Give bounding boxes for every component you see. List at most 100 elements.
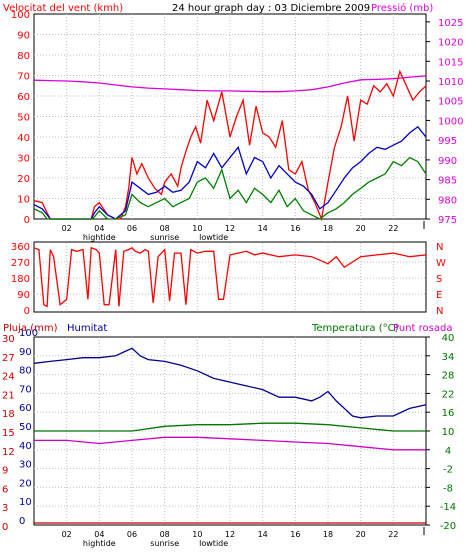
- compass-label: E: [436, 290, 442, 301]
- temperature-axis-right: -20 -14 -8 -2 4 10 16 22 28 34 40: [426, 333, 456, 532]
- time-tick-label: 08: [160, 530, 170, 539]
- pressure-tick-label: 980: [438, 195, 457, 206]
- pressure-line: [33, 75, 427, 93]
- compass-label: S: [436, 274, 442, 285]
- dew-point-label: Punt rosada: [393, 323, 452, 334]
- temperature-tick-label: -14: [440, 502, 456, 513]
- temperature-tick-label: 28: [442, 371, 455, 382]
- temperature-tick-label: 22: [442, 389, 455, 400]
- humidity-tick-label: 60: [19, 403, 32, 414]
- wind-tick-label: 10: [17, 195, 30, 206]
- humidity-tick-label: 80: [19, 366, 32, 377]
- direction-axis-left: 0 90 180 270 360: [11, 242, 30, 317]
- time-tick-label: 02: [62, 224, 72, 233]
- humidity-line: [33, 347, 427, 419]
- humidity-label: Humitat: [67, 323, 107, 334]
- time-tick-label: 06: [127, 224, 137, 233]
- time-axis-bottom: 02 04 06 08 10 12 14 16 18 20 22 hightide sunrise low…: [62, 527, 425, 548]
- wind-speed-label: Velocitat del vent (kmh): [3, 3, 123, 14]
- time-tick-label: 08: [160, 224, 170, 233]
- humidity-tick-label: 90: [19, 347, 32, 358]
- pressure-tick-label: 1000: [438, 116, 463, 127]
- temperature-line: [34, 422, 426, 432]
- wind-tick-label: 70: [17, 72, 30, 83]
- wind-series: [33, 69, 427, 222]
- wind-tick-label: 50: [17, 113, 30, 124]
- rain-tick-label: 24: [2, 372, 15, 383]
- time-tick-label: 04: [94, 530, 104, 539]
- wind-tick-label: 30: [17, 154, 30, 165]
- time-tick-label: 14: [258, 530, 268, 539]
- rain-tick-label: 9: [2, 466, 8, 477]
- wind-tick-label: 40: [17, 133, 30, 144]
- pressure-tick-label: 975: [438, 215, 457, 226]
- time-tick-label: 04: [94, 224, 104, 233]
- pressure-tick-label: 1025: [438, 18, 463, 29]
- humidity-tick-label: 100: [19, 328, 38, 339]
- time-tick-label: 02: [62, 530, 72, 539]
- humidity-tick-label: 20: [19, 478, 32, 489]
- pressure-label: Pressió (mb): [371, 2, 433, 14]
- humidity-tick-label: 70: [19, 384, 32, 395]
- direction-series: [33, 246, 427, 308]
- rain-tick-label: 12: [2, 447, 15, 458]
- temperature-label: Temperatura (°C): [311, 323, 399, 334]
- direction-grid: [34, 243, 426, 312]
- compass-label: W: [436, 258, 446, 269]
- event-label-lowtide: lowtide: [199, 539, 228, 548]
- temperature-tick-label: -8: [443, 483, 453, 494]
- rain-tick-label: 30: [2, 334, 15, 345]
- pressure-tick-label: 1015: [438, 57, 463, 68]
- wind-tick-label: 60: [17, 92, 30, 103]
- rain-tick-label: 0: [2, 522, 8, 533]
- pressure-tick-label: 995: [438, 136, 457, 147]
- wind-direction-line: [33, 246, 427, 308]
- rain-humidity-axis-left: 00 10 3 20 6 30 9 40 12 50 15 60 18 70 21 80 24 90 27 100 30: [2, 328, 38, 533]
- humidity-tick-label: 40: [19, 441, 32, 452]
- direction-tick-label: 360: [11, 242, 30, 253]
- rain-tick-label: 3: [2, 503, 8, 514]
- time-tick-label: 12: [225, 530, 235, 539]
- direction-tick-label: 270: [11, 258, 30, 269]
- time-tick-label: 10: [192, 530, 202, 539]
- wind-average-line: [33, 125, 427, 220]
- time-tick-label: 18: [323, 530, 333, 539]
- time-tick-label: 16: [290, 530, 300, 539]
- direction-tick-label: 90: [17, 290, 30, 301]
- dew-point-line: [34, 436, 426, 451]
- rain-series: [33, 347, 427, 524]
- wind-axis-left: 0 10 20 30 40 50 60 70 80 90 100: [11, 10, 30, 226]
- pressure-tick-label: 1005: [438, 97, 463, 108]
- pressure-tick-label: 990: [438, 156, 457, 167]
- direction-tick-label: 180: [11, 274, 30, 285]
- time-tick-label: 22: [388, 224, 398, 233]
- rain-tick-label: 15: [2, 428, 15, 439]
- rain-tick-label: 27: [2, 353, 15, 364]
- humidity-tick-label: 50: [19, 422, 32, 433]
- rain-label: Pluja (mm): [3, 323, 58, 334]
- pressure-tick-label: 1020: [438, 38, 463, 49]
- time-tick-label: 10: [192, 224, 202, 233]
- time-tick-label: 16: [290, 224, 300, 233]
- event-label-lowtide: lowtide: [199, 233, 228, 242]
- humidity-tick-label: 30: [19, 460, 32, 471]
- time-tick-label: 20: [356, 530, 366, 539]
- wind-low-line: [33, 156, 427, 220]
- time-axis-top: 02 04 06 08 10 12 14 16 18 20 22 hightide sunrise low…: [62, 221, 425, 242]
- time-tick-label: 18: [323, 224, 333, 233]
- pressure-tick-label: 985: [438, 176, 457, 187]
- time-tick-label: 14: [258, 224, 268, 233]
- event-label-sunrise: sunrise: [150, 539, 179, 548]
- event-label-hightide: hightide: [83, 539, 116, 548]
- temperature-tick-label: -2: [443, 465, 453, 476]
- wind-tick-label: 0: [24, 215, 30, 226]
- event-label-sunrise: sunrise: [150, 233, 179, 242]
- wind-tick-label: 20: [17, 174, 30, 185]
- direction-tick-label: 0: [24, 306, 30, 317]
- temperature-tick-label: 40: [442, 333, 455, 344]
- pressure-tick-label: 1010: [438, 77, 463, 88]
- wind-tick-label: 100: [11, 10, 30, 21]
